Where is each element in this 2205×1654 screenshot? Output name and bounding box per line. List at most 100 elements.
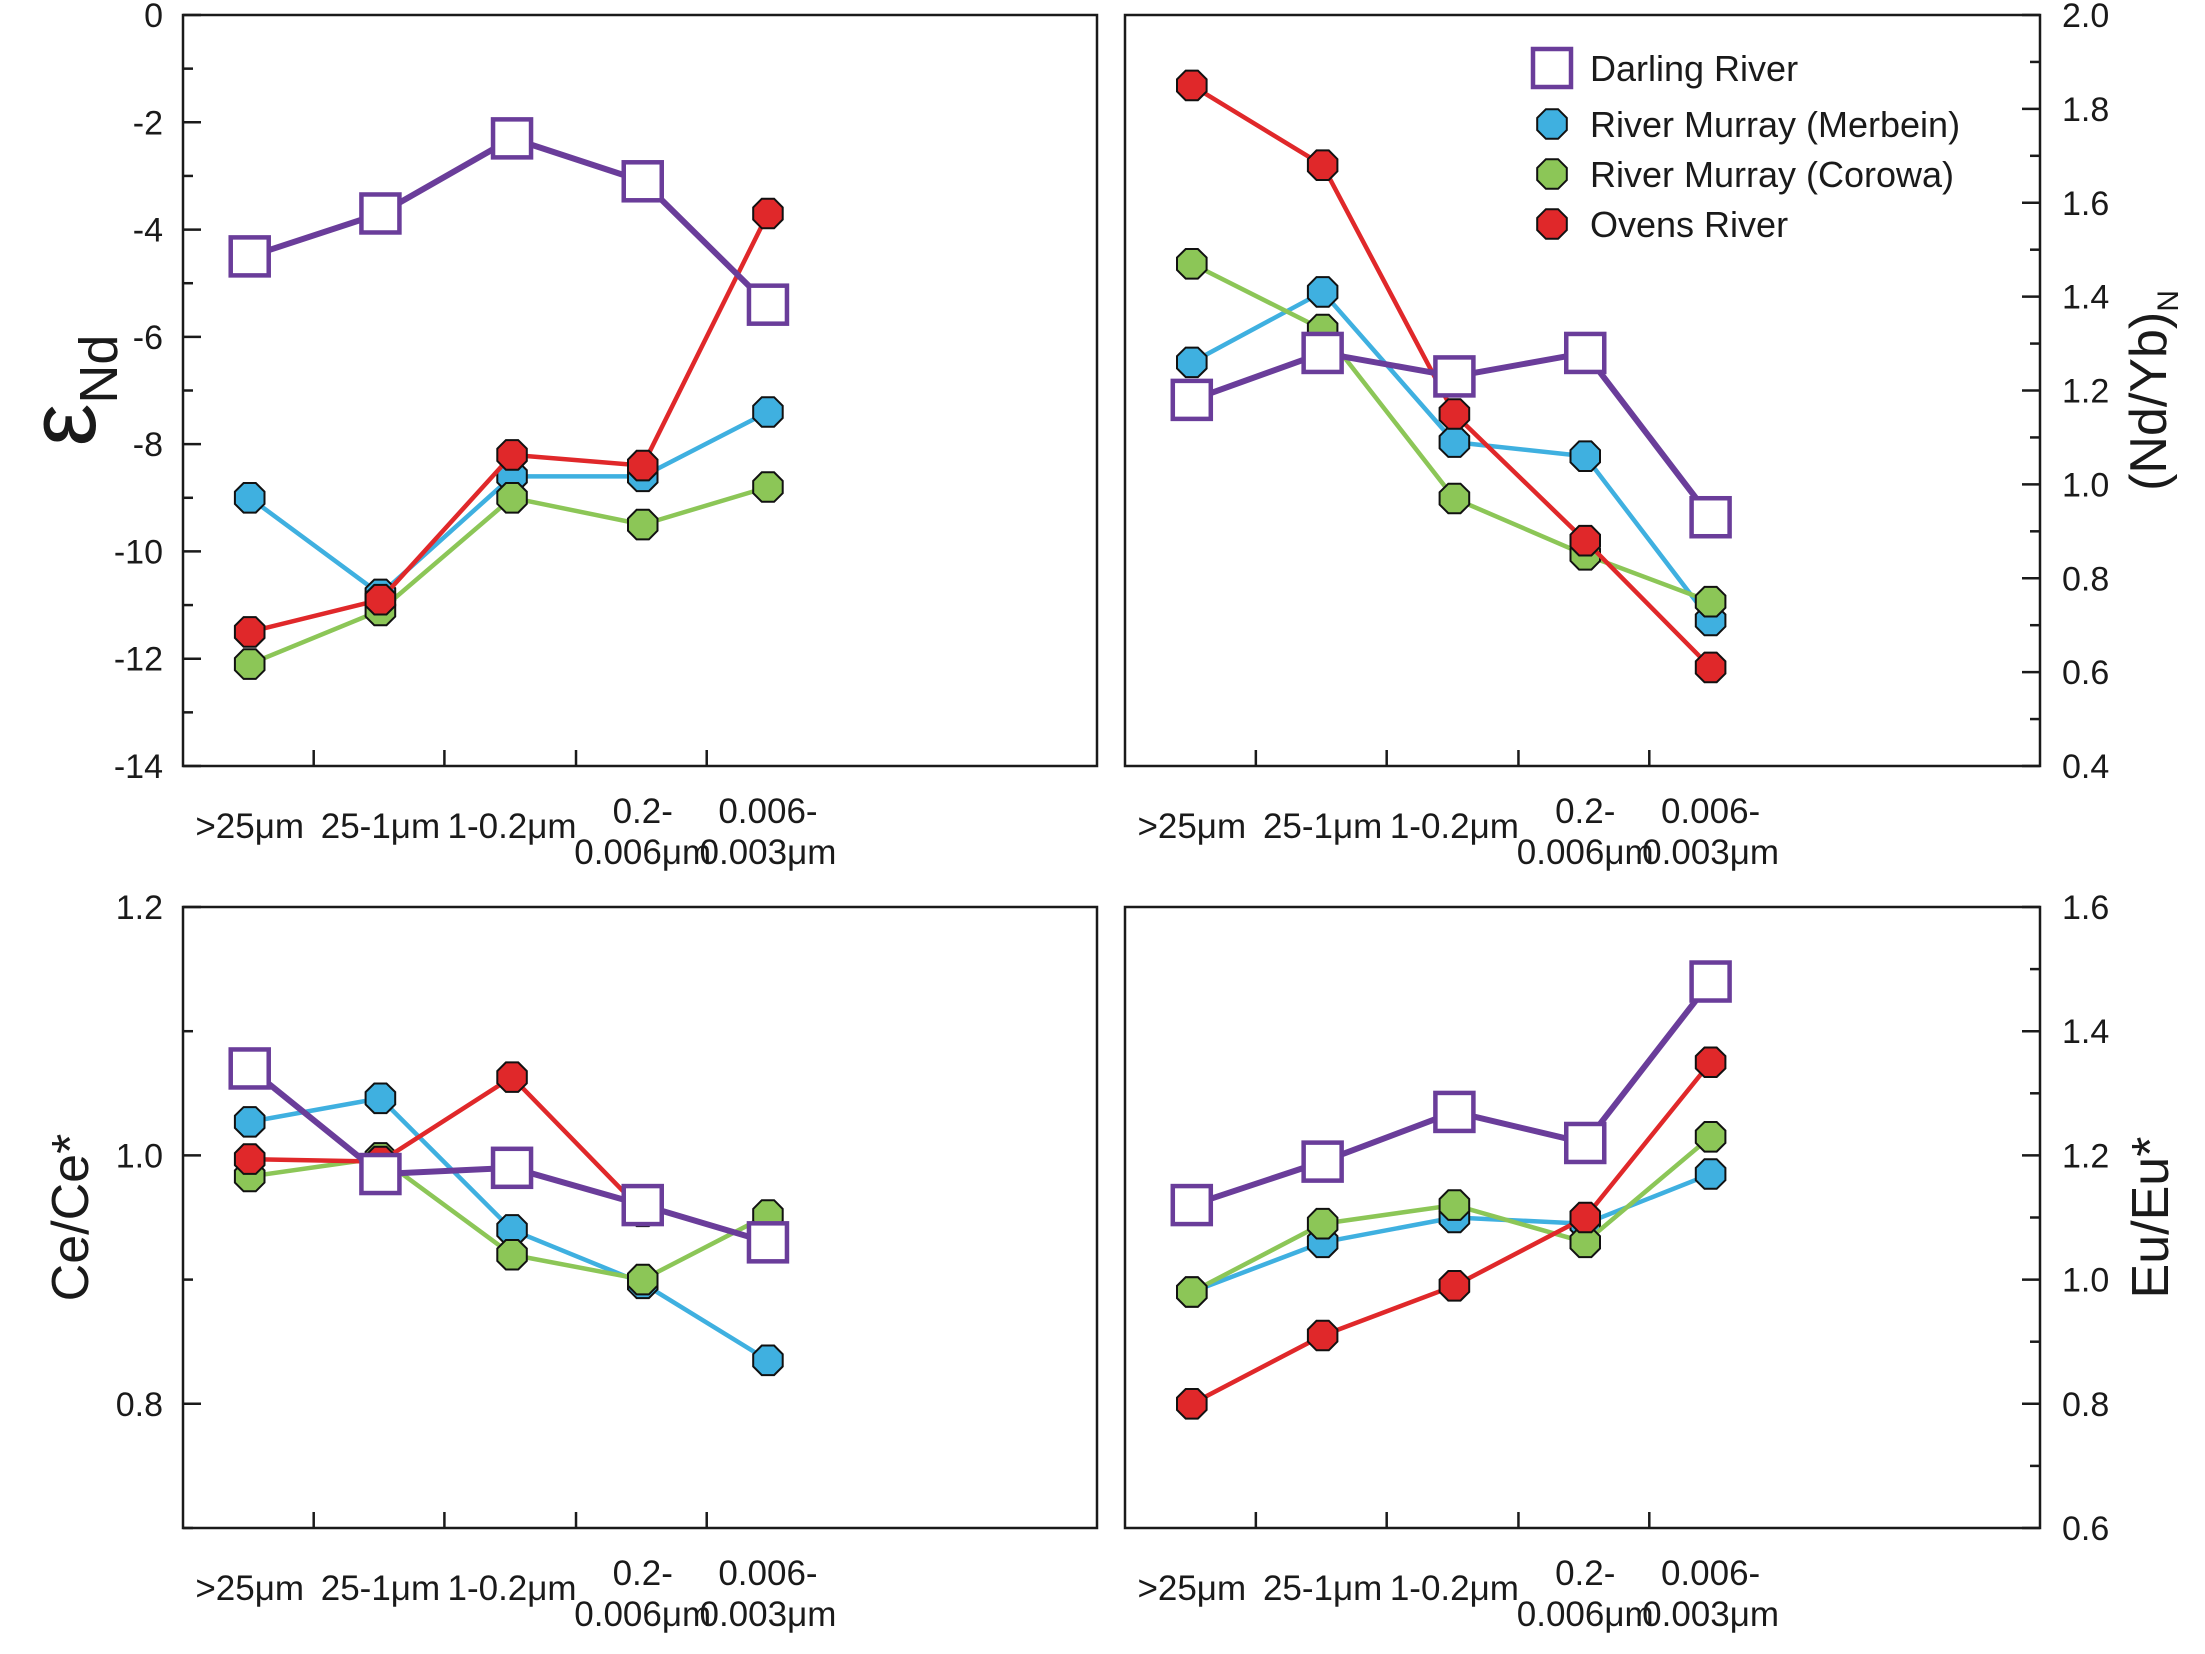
x-category-line: 0.2- <box>1555 1554 1615 1593</box>
y-tick-label: 0.8 <box>2062 1386 2109 1424</box>
data-point-octagon <box>233 1143 266 1175</box>
x-category-label: 0.006-0.003μm <box>1642 1554 1779 1634</box>
x-category-line: 0.006- <box>718 792 817 831</box>
data-point-octagon <box>1694 585 1727 618</box>
series-darling-river <box>228 117 790 326</box>
data-point-octagon <box>1569 1201 1601 1234</box>
data-point-octagon <box>1438 1189 1471 1221</box>
series-line-segment <box>1320 1202 1457 1226</box>
series-line-segment <box>247 1156 383 1164</box>
data-point-octagon <box>1569 440 1601 472</box>
legend-entry-ovens-river: Ovens River <box>1536 204 1788 245</box>
y-tick-label: 1.0 <box>2062 1262 2109 1300</box>
y-tick-label: 1.0 <box>116 1137 163 1175</box>
series-line-segment <box>1189 1240 1325 1295</box>
data-point-square <box>1433 355 1476 398</box>
series-ovens-river <box>1176 1046 1727 1420</box>
x-category-label: 25-1μm <box>1263 1569 1382 1608</box>
x-category-line: 0.2- <box>1555 792 1615 831</box>
y-tick-label: 0.8 <box>116 1386 163 1424</box>
y-tick-label: -4 <box>133 212 163 250</box>
x-category-line: 0.2- <box>613 1554 673 1593</box>
data-point-octagon <box>1176 346 1208 379</box>
legend-marker-octagon <box>1536 158 1568 190</box>
y-axis-title: Ce/Ce* <box>42 1134 100 1302</box>
series-line-segment <box>247 608 383 667</box>
data-point-square <box>228 1047 271 1090</box>
x-category-label: 0.006-0.003μm <box>1642 792 1779 872</box>
data-point-octagon <box>1694 1046 1727 1078</box>
data-point-octagon <box>364 1082 397 1115</box>
series-river-murray-merbein <box>1176 276 1727 637</box>
data-point-octagon <box>1438 398 1471 430</box>
y-tick-label: 0.4 <box>2062 748 2109 786</box>
series-line-segment <box>1452 1202 1588 1245</box>
y-tick-label: 2.0 <box>2062 0 2109 35</box>
x-category-label: 1-0.2μm <box>447 807 576 846</box>
series-line-segment <box>1582 349 1714 521</box>
series-line-segment <box>509 1074 645 1214</box>
x-category-label: >25μm <box>1137 1569 1246 1608</box>
y-tick-label: 1.6 <box>2062 889 2109 927</box>
series-line-segment <box>1452 411 1588 543</box>
data-point-square <box>1563 1121 1607 1165</box>
y-tick-label: 0.8 <box>2062 560 2109 598</box>
series-line-segment <box>378 1096 515 1233</box>
series-line-segment <box>378 1074 515 1164</box>
x-category-label: 0.006-0.003μm <box>699 792 836 872</box>
series-line-segment <box>1582 1134 1713 1245</box>
data-point-octagon <box>496 1061 528 1093</box>
y-tick-label: 1.8 <box>2062 91 2109 129</box>
panel-2: 2.0 1.8 1.6 1.4 1.2 1.0 0.8 0.6 0.4 >25μm 25-1μm 1-… <box>1123 0 2185 872</box>
data-point-octagon <box>1569 1226 1601 1259</box>
series-line-segment <box>509 495 645 527</box>
data-point-octagon <box>1176 69 1208 102</box>
data-point-octagon <box>752 1344 784 1377</box>
data-point-square <box>1563 331 1607 375</box>
legend-label: River Murray (Corowa) <box>1590 154 1954 195</box>
series-line-segment <box>509 452 645 468</box>
x-category-line: 0.003μm <box>699 833 836 872</box>
series-line-segment <box>1582 978 1714 1146</box>
series-line-segment <box>1582 538 1713 670</box>
y-tick-label: -8 <box>133 426 163 464</box>
series-line-segment <box>1320 1215 1457 1245</box>
data-point-square <box>359 1152 402 1196</box>
y-tick-label: 0.6 <box>2062 654 2109 692</box>
series-line-segment <box>1451 1108 1589 1146</box>
x-category-line: 0.006- <box>1661 792 1760 831</box>
panel-3: 1.21.00.8>25μm 25-1μm 1-0.2μm 0.2-0.006μm0.… <box>42 889 1099 1634</box>
data-point-octagon <box>1694 1121 1727 1153</box>
legend-marker-octagon <box>1536 108 1568 140</box>
plot-frame <box>181 13 1099 768</box>
series-line-segment <box>1582 1171 1713 1226</box>
panel-4: 1.61.41.21.00.80.6>25μm 25-1μm 1-0.2μm 0.2-… <box>1123 889 2180 1634</box>
data-point-square <box>228 235 271 278</box>
data-point-octagon <box>752 197 784 230</box>
data-point-square <box>746 1221 790 1264</box>
series-line-segment <box>640 1281 771 1363</box>
series-line-segment <box>640 409 771 479</box>
y-axis-title: Eu/Eu* <box>2122 1137 2180 1299</box>
data-point-octagon <box>1306 1207 1339 1240</box>
series-river-murray-corowa <box>1176 1121 1727 1308</box>
data-point-octagon <box>627 449 659 482</box>
data-point-octagon <box>364 583 397 616</box>
x-category-line: 0.006- <box>1661 1554 1760 1593</box>
series-line-segment <box>1452 1215 1588 1226</box>
y-tick-label: -12 <box>114 641 163 679</box>
y-tick-label: 1.6 <box>2062 185 2109 223</box>
data-point-octagon <box>496 1239 528 1271</box>
series-line-segment <box>378 452 515 602</box>
legend-entry-river-murray-corowa: River Murray (Corowa) <box>1536 154 1954 195</box>
data-point-square <box>621 1183 664 1227</box>
data-point-octagon <box>752 396 784 428</box>
data-point-octagon <box>1694 1158 1727 1190</box>
x-category-label: 0.2-0.006μm <box>574 1554 711 1634</box>
data-point-square <box>621 160 664 203</box>
series-line-segment <box>1189 83 1325 168</box>
x-category-line: 0.006μm <box>1517 833 1654 872</box>
legend-marker-octagon <box>1536 208 1568 240</box>
data-point-square <box>490 117 534 160</box>
x-category-line: 0.006- <box>718 1554 817 1593</box>
